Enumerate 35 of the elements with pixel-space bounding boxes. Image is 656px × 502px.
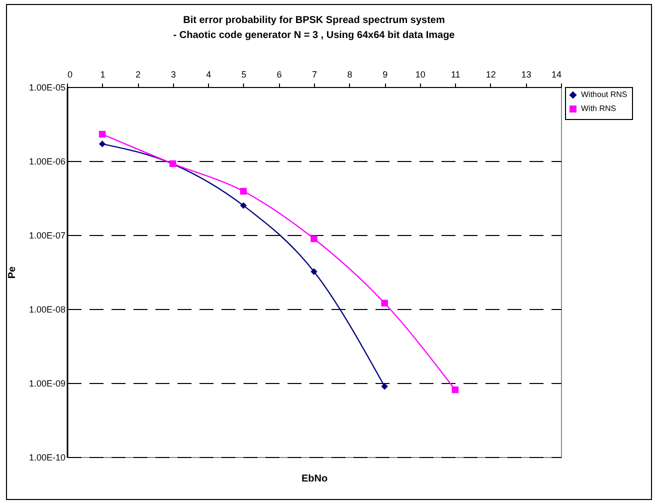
x-tick-label: 0 — [68, 70, 73, 80]
x-tick-label: 2 — [136, 70, 141, 80]
x-tick-label: 4 — [206, 70, 212, 80]
y-tick-label: 1.00E-07 — [28, 230, 66, 240]
x-tick-label: 1 — [100, 70, 106, 80]
y-tick-label: 1.00E-09 — [28, 378, 66, 388]
x-tick-label: 5 — [241, 70, 246, 80]
x-tick-label: 3 — [170, 70, 176, 80]
y-axis-title: Pe — [6, 266, 18, 279]
x-tick-label: 10 — [415, 70, 426, 80]
point — [310, 268, 318, 275]
point — [240, 188, 247, 195]
legend-label: With RNS — [581, 104, 616, 113]
x-tick-label: 13 — [521, 70, 532, 80]
point — [381, 300, 388, 306]
y-tick-label: 1.00E-08 — [28, 304, 66, 314]
x-tick-label: 14 — [551, 70, 562, 80]
y-tick-label: 1.00E-05 — [28, 82, 66, 92]
point — [381, 383, 388, 390]
point — [98, 130, 106, 138]
x-tick-label: 8 — [347, 70, 352, 80]
y-tick-label: 1.00E-10 — [28, 452, 66, 462]
y-tick-label: 1.00E-06 — [28, 156, 66, 166]
x-axis-title: EbNo — [301, 474, 328, 484]
point — [240, 202, 247, 209]
chart-title: Bit error probability for BPSK Spread spectrum system - Chaotic code generator N = 3 , Using 64x64 bit data Image — [173, 15, 456, 41]
point — [310, 235, 318, 242]
x-tick-label: 9 — [382, 70, 388, 80]
x-tick-label: 6 — [276, 70, 282, 80]
legend-label: Without RNS — [581, 90, 628, 99]
x-tick-label: 7 — [312, 70, 318, 80]
x-tick-label: 11 — [450, 70, 460, 80]
point — [98, 140, 106, 148]
x-tick-label: 12 — [486, 70, 496, 80]
point — [452, 386, 458, 394]
